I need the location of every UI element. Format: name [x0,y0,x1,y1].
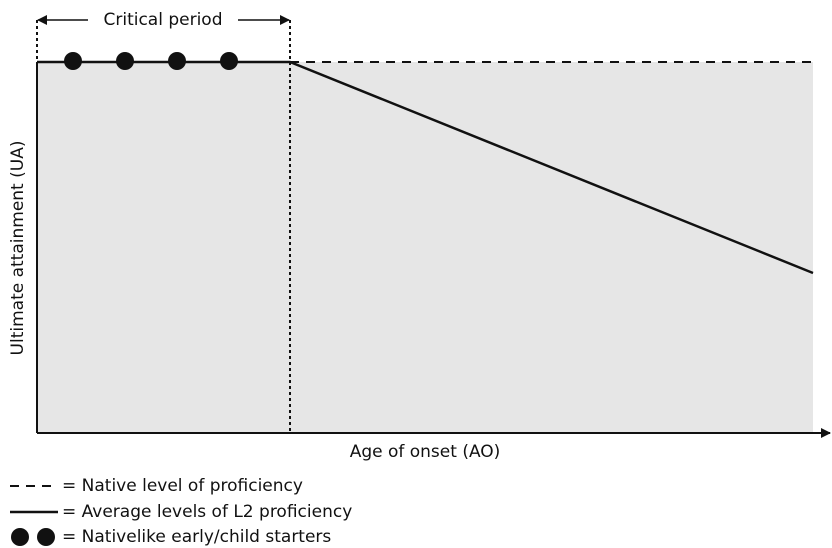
legend-dot-swatch [37,528,55,546]
nativelike-dot [220,52,238,70]
nativelike-dot [168,52,186,70]
nativelike-dot [64,52,82,70]
y-axis-label: Ultimate attainment (UA) [8,141,28,356]
legend-label: = Nativelike early/child starters [62,527,331,547]
nativelike-dot [116,52,134,70]
x-axis-label: Age of onset (AO) [350,442,501,462]
shaded-area [37,62,813,433]
legend-label: = Average levels of L2 proficiency [62,502,352,522]
critical-period-label: Critical period [103,10,222,30]
legend-dot-swatch [11,528,29,546]
legend-label: = Native level of proficiency [62,476,303,496]
